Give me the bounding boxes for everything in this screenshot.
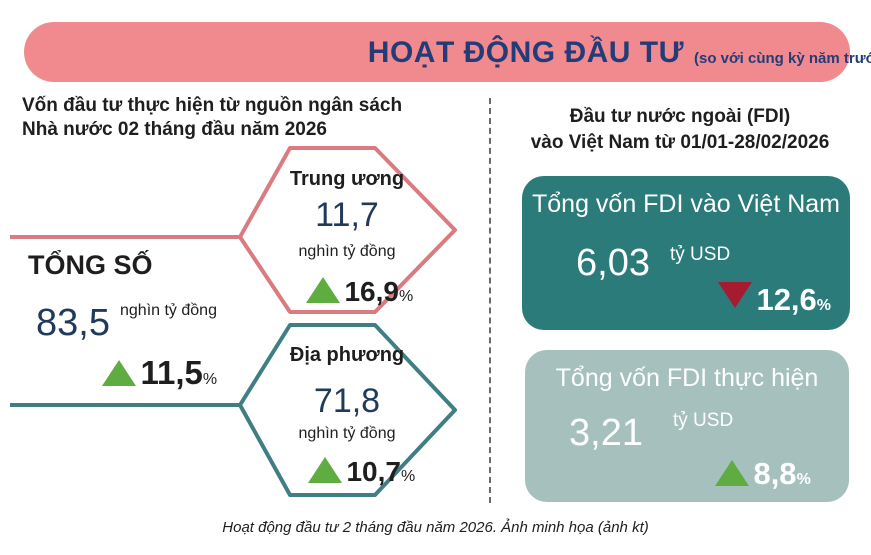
total-change-unit: % <box>202 371 218 388</box>
local-connector-line <box>10 323 457 497</box>
up-arrow-icon <box>715 460 749 486</box>
central-title: Trung ương <box>289 168 405 190</box>
image-caption: Hoạt động đầu tư 2 tháng đầu năm 2026. Ả… <box>222 519 649 536</box>
local-change: 10,7% <box>308 456 415 488</box>
fdi-total-card: Tổng vốn FDI vào Việt Nam 6,03 tỷ USD 12… <box>522 176 850 330</box>
local-change-unit: % <box>400 468 416 485</box>
state-budget-heading-line2: Nhà nước 02 tháng đầu năm 2026 <box>22 119 327 140</box>
fdi-realized-change-value: 8,8% <box>753 456 811 491</box>
total-label: TỔNG SỐ <box>28 250 153 280</box>
local-unit: nghìn tỷ đồng <box>298 425 396 442</box>
title-banner: HOẠT ĐỘNG ĐẦU TƯ (so với cùng kỳ năm trư… <box>24 22 871 82</box>
central-unit: nghìn tỷ đồng <box>298 243 396 260</box>
fdi-total-unit: tỷ USD <box>670 244 731 265</box>
up-arrow-icon <box>308 457 342 483</box>
banner-subtitle: (so với cùng kỳ năm trước) <box>694 50 871 67</box>
total-value: 83,5 <box>36 302 110 344</box>
up-arrow-icon <box>102 360 136 386</box>
local-change-value: 10,7 <box>346 456 401 487</box>
fdi-realized-card: Tổng vốn FDI thực hiện 3,21 tỷ USD 8,8% <box>525 350 849 502</box>
central-value: 11,7 <box>315 196 379 234</box>
fdi-total-value: 6,03 <box>576 242 650 284</box>
total-change: 11,5% <box>102 354 217 392</box>
central-change-unit: % <box>398 288 414 305</box>
fdi-heading: Đầu tư nước ngoài (FDI) vào Việt Nam từ … <box>505 104 855 156</box>
fdi-realized-title: Tổng vốn FDI thực hiện <box>555 364 819 392</box>
total-unit: nghìn tỷ đồng <box>120 302 217 319</box>
section-divider <box>489 98 491 503</box>
fdi-realized-change: 8,8% <box>715 456 811 492</box>
central-connector-line <box>10 146 457 314</box>
down-arrow-icon <box>718 282 752 308</box>
central-change-value: 16,9 <box>344 276 399 307</box>
state-budget-heading-line1: Vốn đầu tư thực hiện từ nguồn ngân sách <box>22 95 403 116</box>
fdi-total-title: Tổng vốn FDI vào Việt Nam <box>531 190 840 218</box>
fdi-total-change-value: 12,6% <box>756 282 832 317</box>
fdi-realized-unit: tỷ USD <box>673 410 734 431</box>
fdi-heading-line2: vào Việt Nam từ 01/01-28/02/2026 <box>530 132 830 153</box>
banner-title: HOẠT ĐỘNG ĐẦU TƯ <box>367 36 684 69</box>
fdi-total-change: 12,6% <box>718 282 831 318</box>
central-change: 16,9% <box>306 276 413 308</box>
local-title: Địa phương <box>289 344 405 366</box>
state-budget-heading: Vốn đầu tư thực hiện từ nguồn ngân sách … <box>22 94 402 142</box>
fdi-heading-line1: Đầu tư nước ngoài (FDI) <box>569 106 791 127</box>
local-value: 71,8 <box>313 382 381 420</box>
fdi-realized-value: 3,21 <box>569 412 643 454</box>
total-change-value: 11,5 <box>140 354 203 391</box>
up-arrow-icon <box>306 277 340 303</box>
